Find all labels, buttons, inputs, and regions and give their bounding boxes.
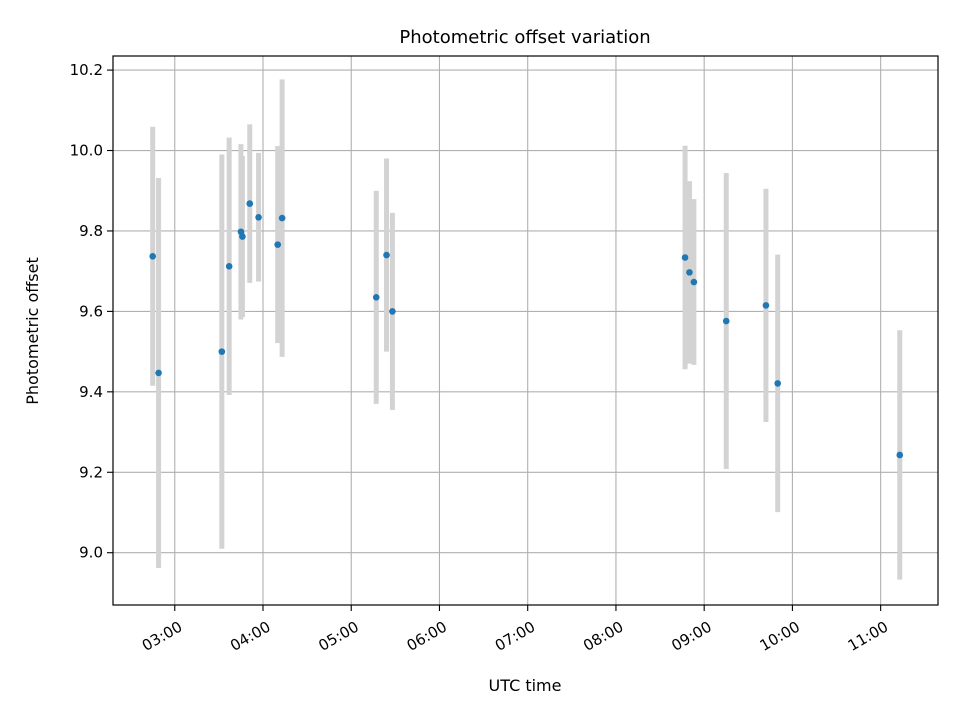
data-point [239, 233, 246, 240]
y-tick-label: 10.2 [70, 61, 103, 79]
data-point [896, 451, 904, 459]
data-point [681, 254, 689, 261]
data-point [225, 263, 233, 270]
grid-lines [113, 56, 938, 605]
data-point [690, 278, 698, 286]
data-point [149, 252, 157, 260]
x-axis-label: UTC time [489, 676, 562, 695]
data-point [372, 294, 380, 301]
chart-title: Photometric offset variation [399, 27, 650, 48]
y-tick-label: 10.0 [70, 142, 103, 160]
data-point [278, 214, 286, 222]
data-point [255, 213, 262, 221]
data-point [383, 251, 390, 259]
y-tick-label: 9.8 [79, 222, 103, 240]
y-tick-label: 9.2 [79, 463, 103, 481]
y-tick-label: 9.6 [79, 302, 103, 320]
y-axis-label: Photometric offset [23, 257, 42, 405]
data-point [389, 308, 396, 315]
data-point [686, 269, 693, 276]
data-point [762, 302, 770, 309]
data-point [246, 200, 254, 207]
data-point [774, 380, 782, 387]
data-point [274, 241, 282, 248]
plot-frame [112, 55, 939, 606]
y-tick-label: 9.4 [79, 383, 103, 401]
data-point [722, 317, 730, 325]
data-points [149, 200, 904, 459]
data-point [155, 369, 162, 377]
data-point [218, 348, 226, 355]
y-tick-label: 9.0 [79, 544, 103, 562]
